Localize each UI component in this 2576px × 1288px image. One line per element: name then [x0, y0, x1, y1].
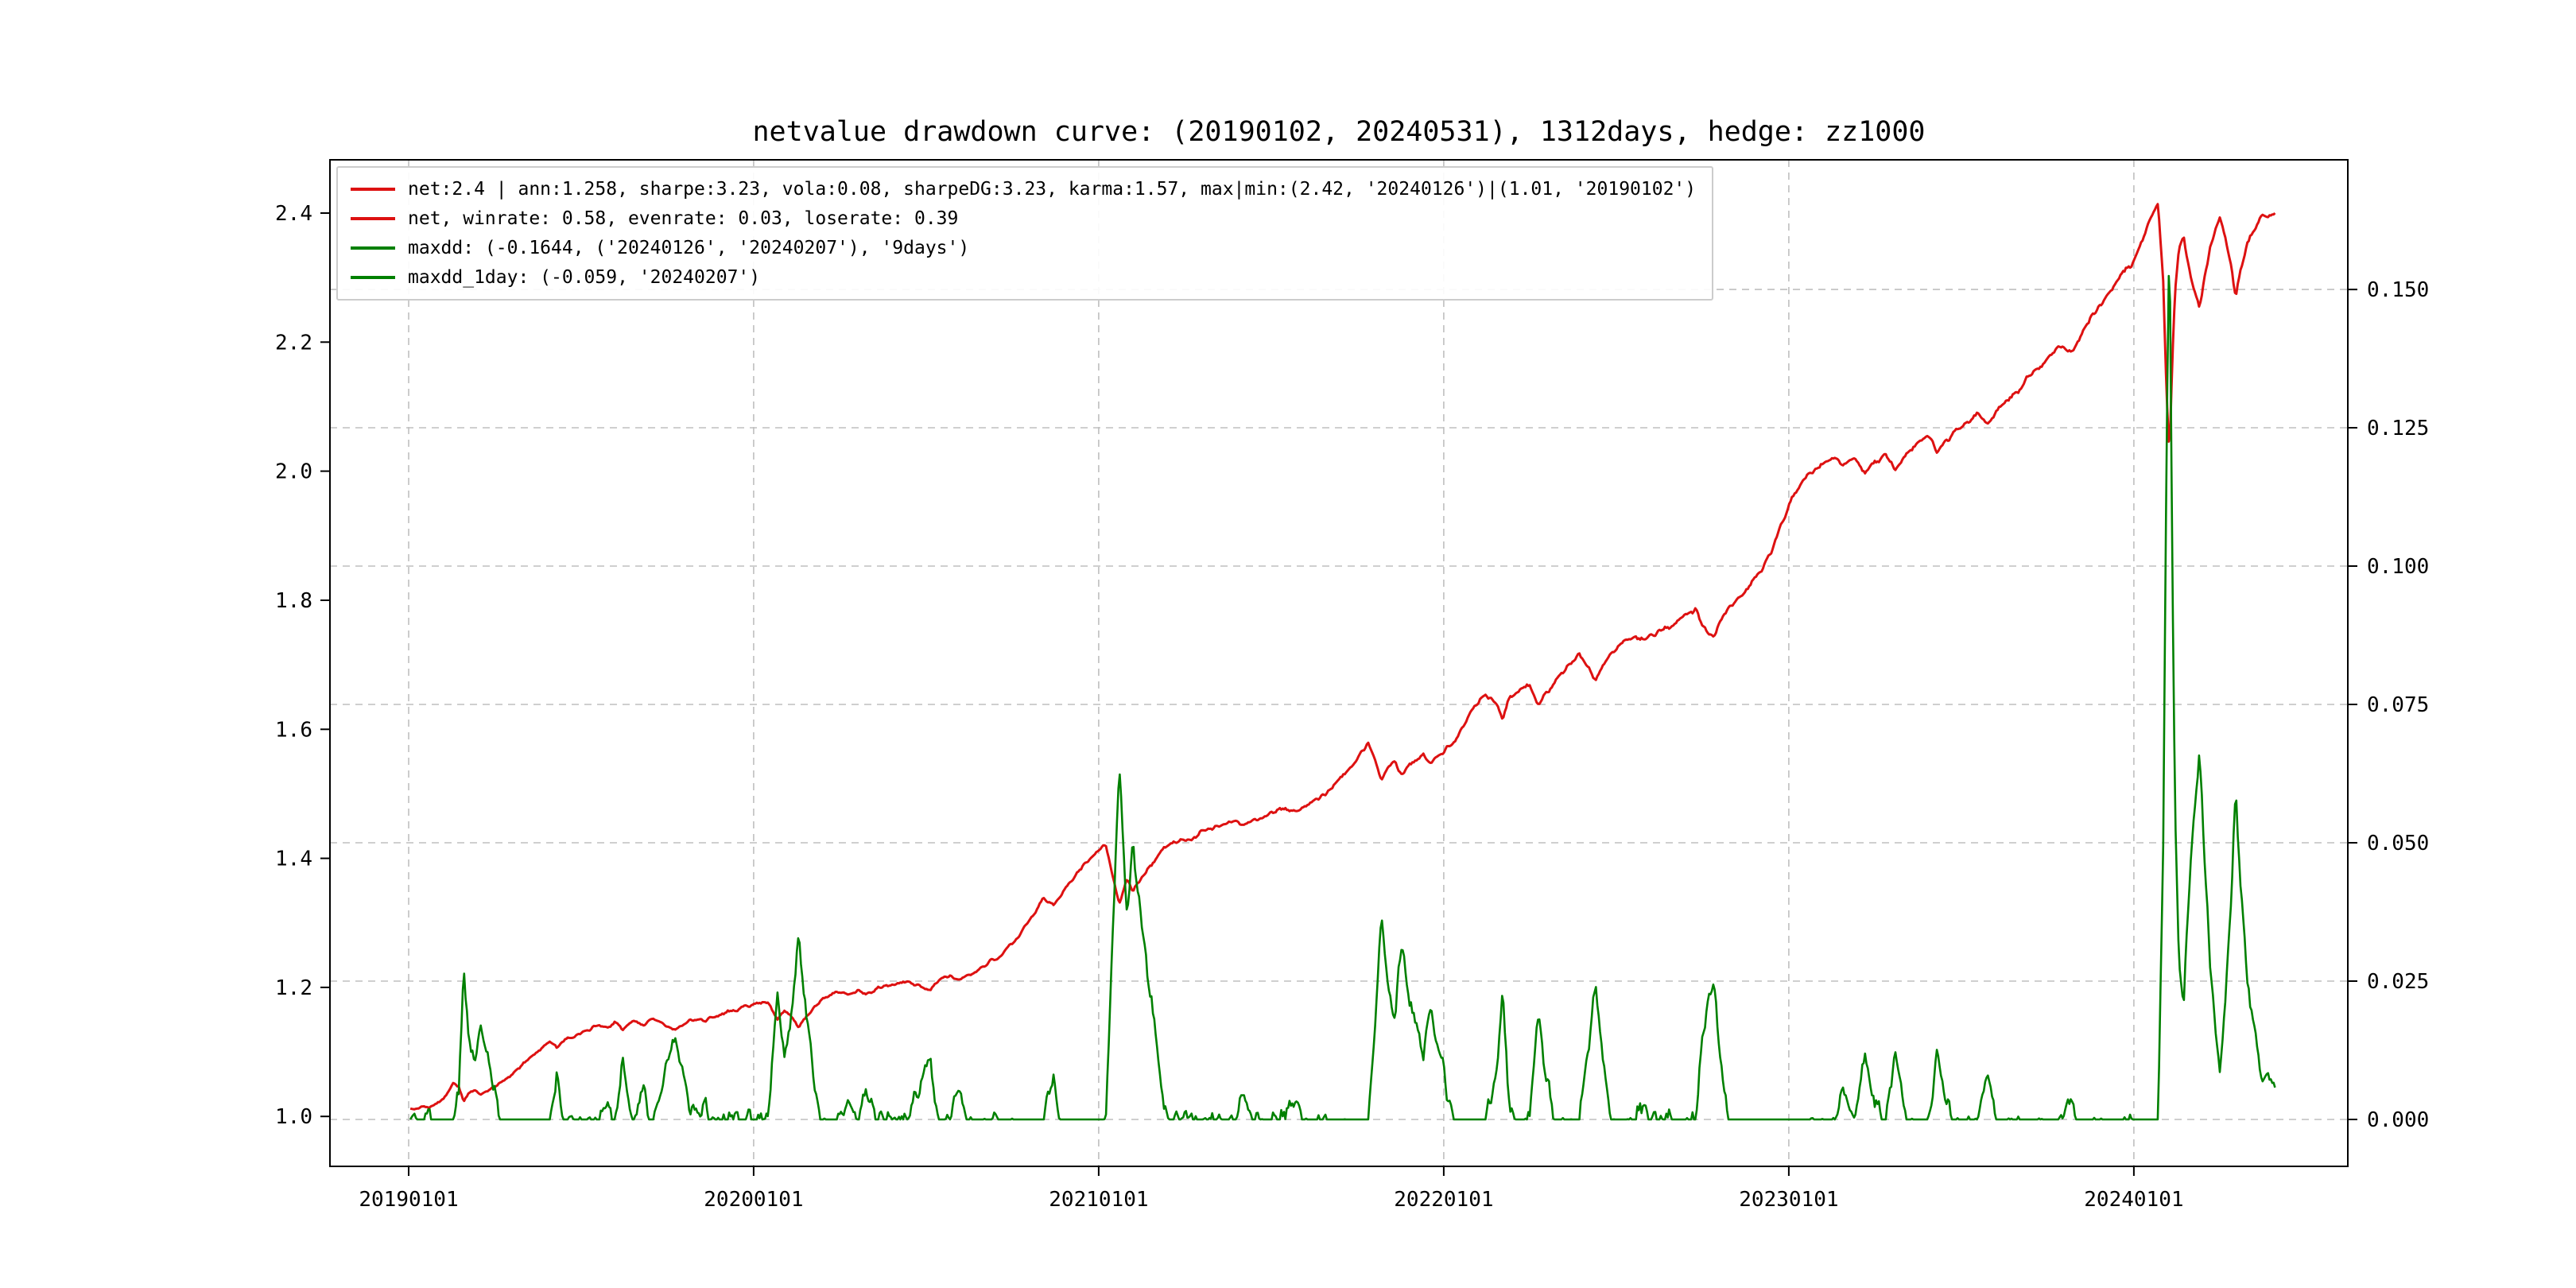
right-y-tick-label: 0.050	[2367, 832, 2429, 855]
left-y-tick-label: 2.2	[275, 331, 312, 355]
y-axis-left: 1.0 1.2 1.4 1.6 1.8 2.0 2.2 2.4	[275, 202, 330, 1129]
legend-label-maxdd: maxdd: (-0.1644, ('20240126', '20240207'…	[408, 238, 970, 258]
legend-label-maxdd-1day: maxdd_1day: (-0.059, '20240207')	[408, 267, 761, 288]
right-y-tick-label: 0.125	[2367, 417, 2429, 440]
chart-title: netvalue drawdown curve: (20190102, 2024…	[752, 116, 1926, 148]
x-axis: 20190101 20200101 20210101 20220101 20230101…	[359, 1166, 2184, 1212]
maxdd-1day-line-swatch	[351, 276, 395, 279]
legend-entry-maxdd-1day: maxdd_1day: (-0.059, '20240207')	[351, 266, 1696, 289]
plot-border	[329, 159, 2349, 1167]
right-y-tick-label: 0.025	[2367, 970, 2429, 994]
net-line	[409, 203, 2276, 1111]
left-y-tick-label: 1.2	[275, 976, 312, 1000]
drawdown-line	[409, 274, 2276, 1121]
x-tick-label: 20240101	[2084, 1188, 2183, 1212]
legend-label-net-winrate: net, winrate: 0.58, evenrate: 0.03, lose…	[408, 208, 959, 229]
left-y-tick-label: 1.6	[275, 718, 312, 742]
left-y-tick-label: 1.4	[275, 848, 312, 871]
right-y-tick-label: 0.000	[2367, 1108, 2429, 1132]
x-tick-label: 20190101	[359, 1188, 458, 1212]
right-y-tick-label: 0.150	[2367, 278, 2429, 302]
right-y-tick-label: 0.100	[2367, 555, 2429, 579]
legend: net:2.4 | ann:1.258, sharpe:3.23, vola:0…	[336, 166, 1714, 301]
x-tick-label: 20220101	[1394, 1188, 1493, 1212]
legend-entry-net-winrate: net, winrate: 0.58, evenrate: 0.03, lose…	[351, 207, 1696, 231]
legend-entry-net-stats: net:2.4 | ann:1.258, sharpe:3.23, vola:0…	[351, 177, 1696, 201]
maxdd-line-swatch	[351, 246, 395, 250]
legend-label-net-stats: net:2.4 | ann:1.258, sharpe:3.23, vola:0…	[408, 179, 1697, 200]
left-y-tick-label: 1.0	[275, 1105, 312, 1129]
right-y-tick-label: 0.075	[2367, 693, 2429, 717]
y-axis-right: 0.000 0.025 0.050 0.075 0.100 0.125 0.150	[2348, 278, 2429, 1132]
left-y-tick-label: 1.8	[275, 589, 312, 613]
x-tick-label: 20200101	[704, 1188, 803, 1212]
left-y-tick-label: 2.4	[275, 202, 312, 226]
x-tick-label: 20230101	[1739, 1188, 1838, 1212]
legend-entry-maxdd: maxdd: (-0.1644, ('20240126', '20240207'…	[351, 236, 1696, 260]
net-stats-line-swatch	[351, 188, 395, 191]
x-tick-label: 20210101	[1049, 1188, 1148, 1212]
net-winrate-line-swatch	[351, 217, 395, 220]
grid	[330, 160, 2348, 1166]
left-y-tick-label: 2.0	[275, 460, 312, 484]
